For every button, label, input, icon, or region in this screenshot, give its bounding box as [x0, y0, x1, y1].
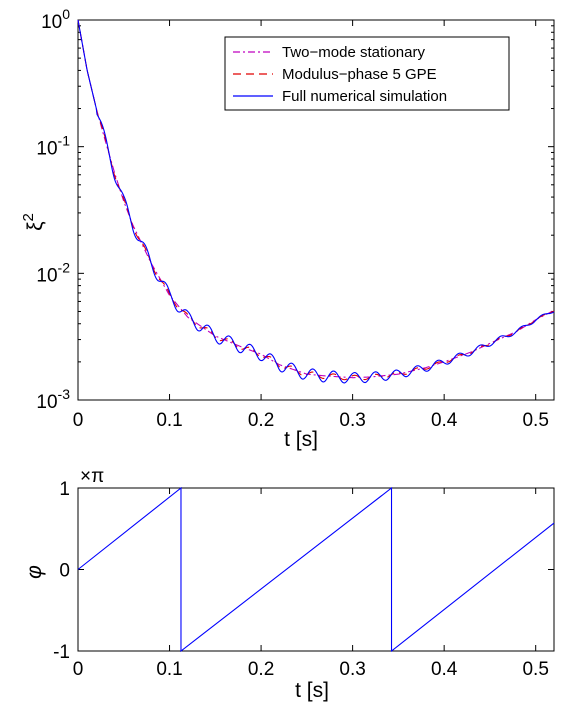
legend-label-modulus-phase: Modulus−phase 5 GPE: [282, 66, 437, 83]
top-y-tick-label: 100: [41, 6, 70, 33]
bottom-y-unit: ×π: [80, 466, 104, 487]
top-x-tick-label: 0.3: [339, 410, 365, 431]
bottom-x-tick-label: 0.1: [156, 659, 182, 680]
top-curves: [77, 19, 555, 384]
bottom-x-tick-label: 0.4: [431, 659, 458, 680]
top-x-tick-label: 0.5: [522, 410, 548, 431]
top-y-tick-label: 10-2: [36, 259, 70, 286]
bottom-x-tick-label: 0.5: [522, 659, 548, 680]
top-y-axis-label-base: ξ: [24, 221, 47, 230]
legend-label-two-mode: Two−mode stationary: [282, 44, 425, 61]
bottom-x-tick-label: 0.3: [339, 659, 365, 680]
top-x-tick-label: 0.2: [248, 410, 274, 431]
curve-full-numerical: [77, 19, 555, 384]
bottom-x-tick-label: 0: [73, 659, 84, 680]
top-x-tick-label: 0.4: [431, 410, 458, 431]
bottom-curves: [77, 486, 555, 653]
bottom-y-ticks: 1 0 -1: [53, 479, 554, 663]
top-x-axis-label: t [s]: [284, 428, 318, 451]
top-y-tick-label: 10-3: [36, 386, 70, 413]
legend: Two−mode stationary Modulus−phase 5 GPE …: [224, 36, 510, 111]
bottom-y-tick-label: -1: [53, 642, 70, 663]
top-y-axis-label-sup: 2: [20, 213, 37, 221]
legend-label-full-sim: Full numerical simulation: [282, 88, 447, 105]
bottom-y-tick-label: 0: [59, 561, 70, 582]
top-x-ticks: 0 0.1 0.2 0.3 0.4 0.5: [73, 20, 549, 431]
phase-sawtooth-line: [77, 486, 555, 653]
bottom-plot-area: [77, 487, 555, 652]
bottom-y-axis-label: φ: [23, 565, 46, 579]
bottom-x-axis-label: t [s]: [295, 679, 329, 702]
top-y-axis-label: ξ2: [20, 213, 47, 231]
top-plot: 100 10-1 10-2 10-3 0 0.1 0.2 0.3 0.4 0.5 t [s] ξ…: [20, 6, 555, 451]
svg-text:φ: φ: [23, 565, 46, 579]
top-x-tick-label: 0.1: [156, 410, 182, 431]
bottom-x-tick-label: 0.2: [248, 659, 274, 680]
svg-text:ξ2: ξ2: [20, 213, 47, 231]
bottom-plot: 10-1 0 0.1 0.2 0.3 0.4 0.5 ×π t [s] φ: [23, 466, 555, 702]
top-y-tick-label: 10-1: [36, 133, 70, 160]
bottom-y-tick-label: 1: [59, 479, 70, 500]
bottom-x-ticks: 0 0.1 0.2 0.3 0.4 0.5: [73, 488, 549, 680]
top-x-tick-label: 0: [73, 410, 84, 431]
